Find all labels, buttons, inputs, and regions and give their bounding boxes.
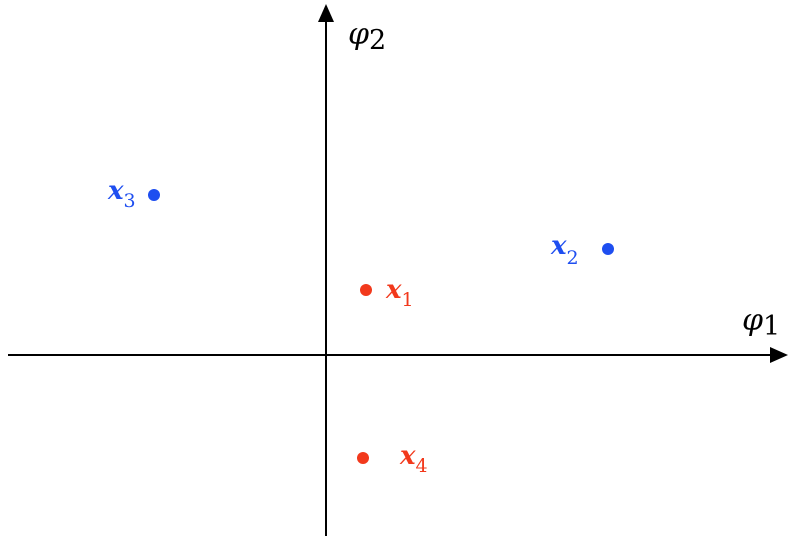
y-axis-label-subscript: 2	[369, 25, 386, 56]
point-x1-label: x1	[385, 275, 414, 311]
point-x3-marker	[148, 189, 160, 201]
point-x2-label: x2	[550, 231, 579, 269]
point-x1-label-subscript: 1	[402, 289, 414, 311]
x-axis-arrowhead	[770, 347, 788, 363]
y-axis-label-symbol: φ	[348, 17, 369, 52]
y-axis-label: φ2	[348, 17, 386, 56]
x-axis-label: φ1	[742, 303, 780, 342]
point-x4-label-subscript: 4	[416, 455, 428, 477]
point-x2-label-symbol: x	[550, 231, 567, 261]
x-axis-label-symbol: φ	[742, 303, 763, 338]
point-x2-marker	[602, 243, 614, 255]
point-x2-label-subscript: 2	[567, 247, 579, 269]
point-x3-label-symbol: x	[107, 176, 124, 206]
x-axis-label-subscript: 1	[763, 311, 780, 342]
point-x4-marker	[357, 452, 369, 464]
point-x3-label-subscript: 3	[124, 190, 136, 212]
point-x1-label-symbol: x	[385, 275, 402, 305]
point-x4-label-symbol: x	[399, 441, 416, 471]
y-axis-arrowhead	[318, 4, 334, 22]
point-x4-label: x4	[399, 441, 428, 477]
point-x1-marker	[360, 284, 372, 296]
point-x3-label: x3	[107, 176, 136, 212]
